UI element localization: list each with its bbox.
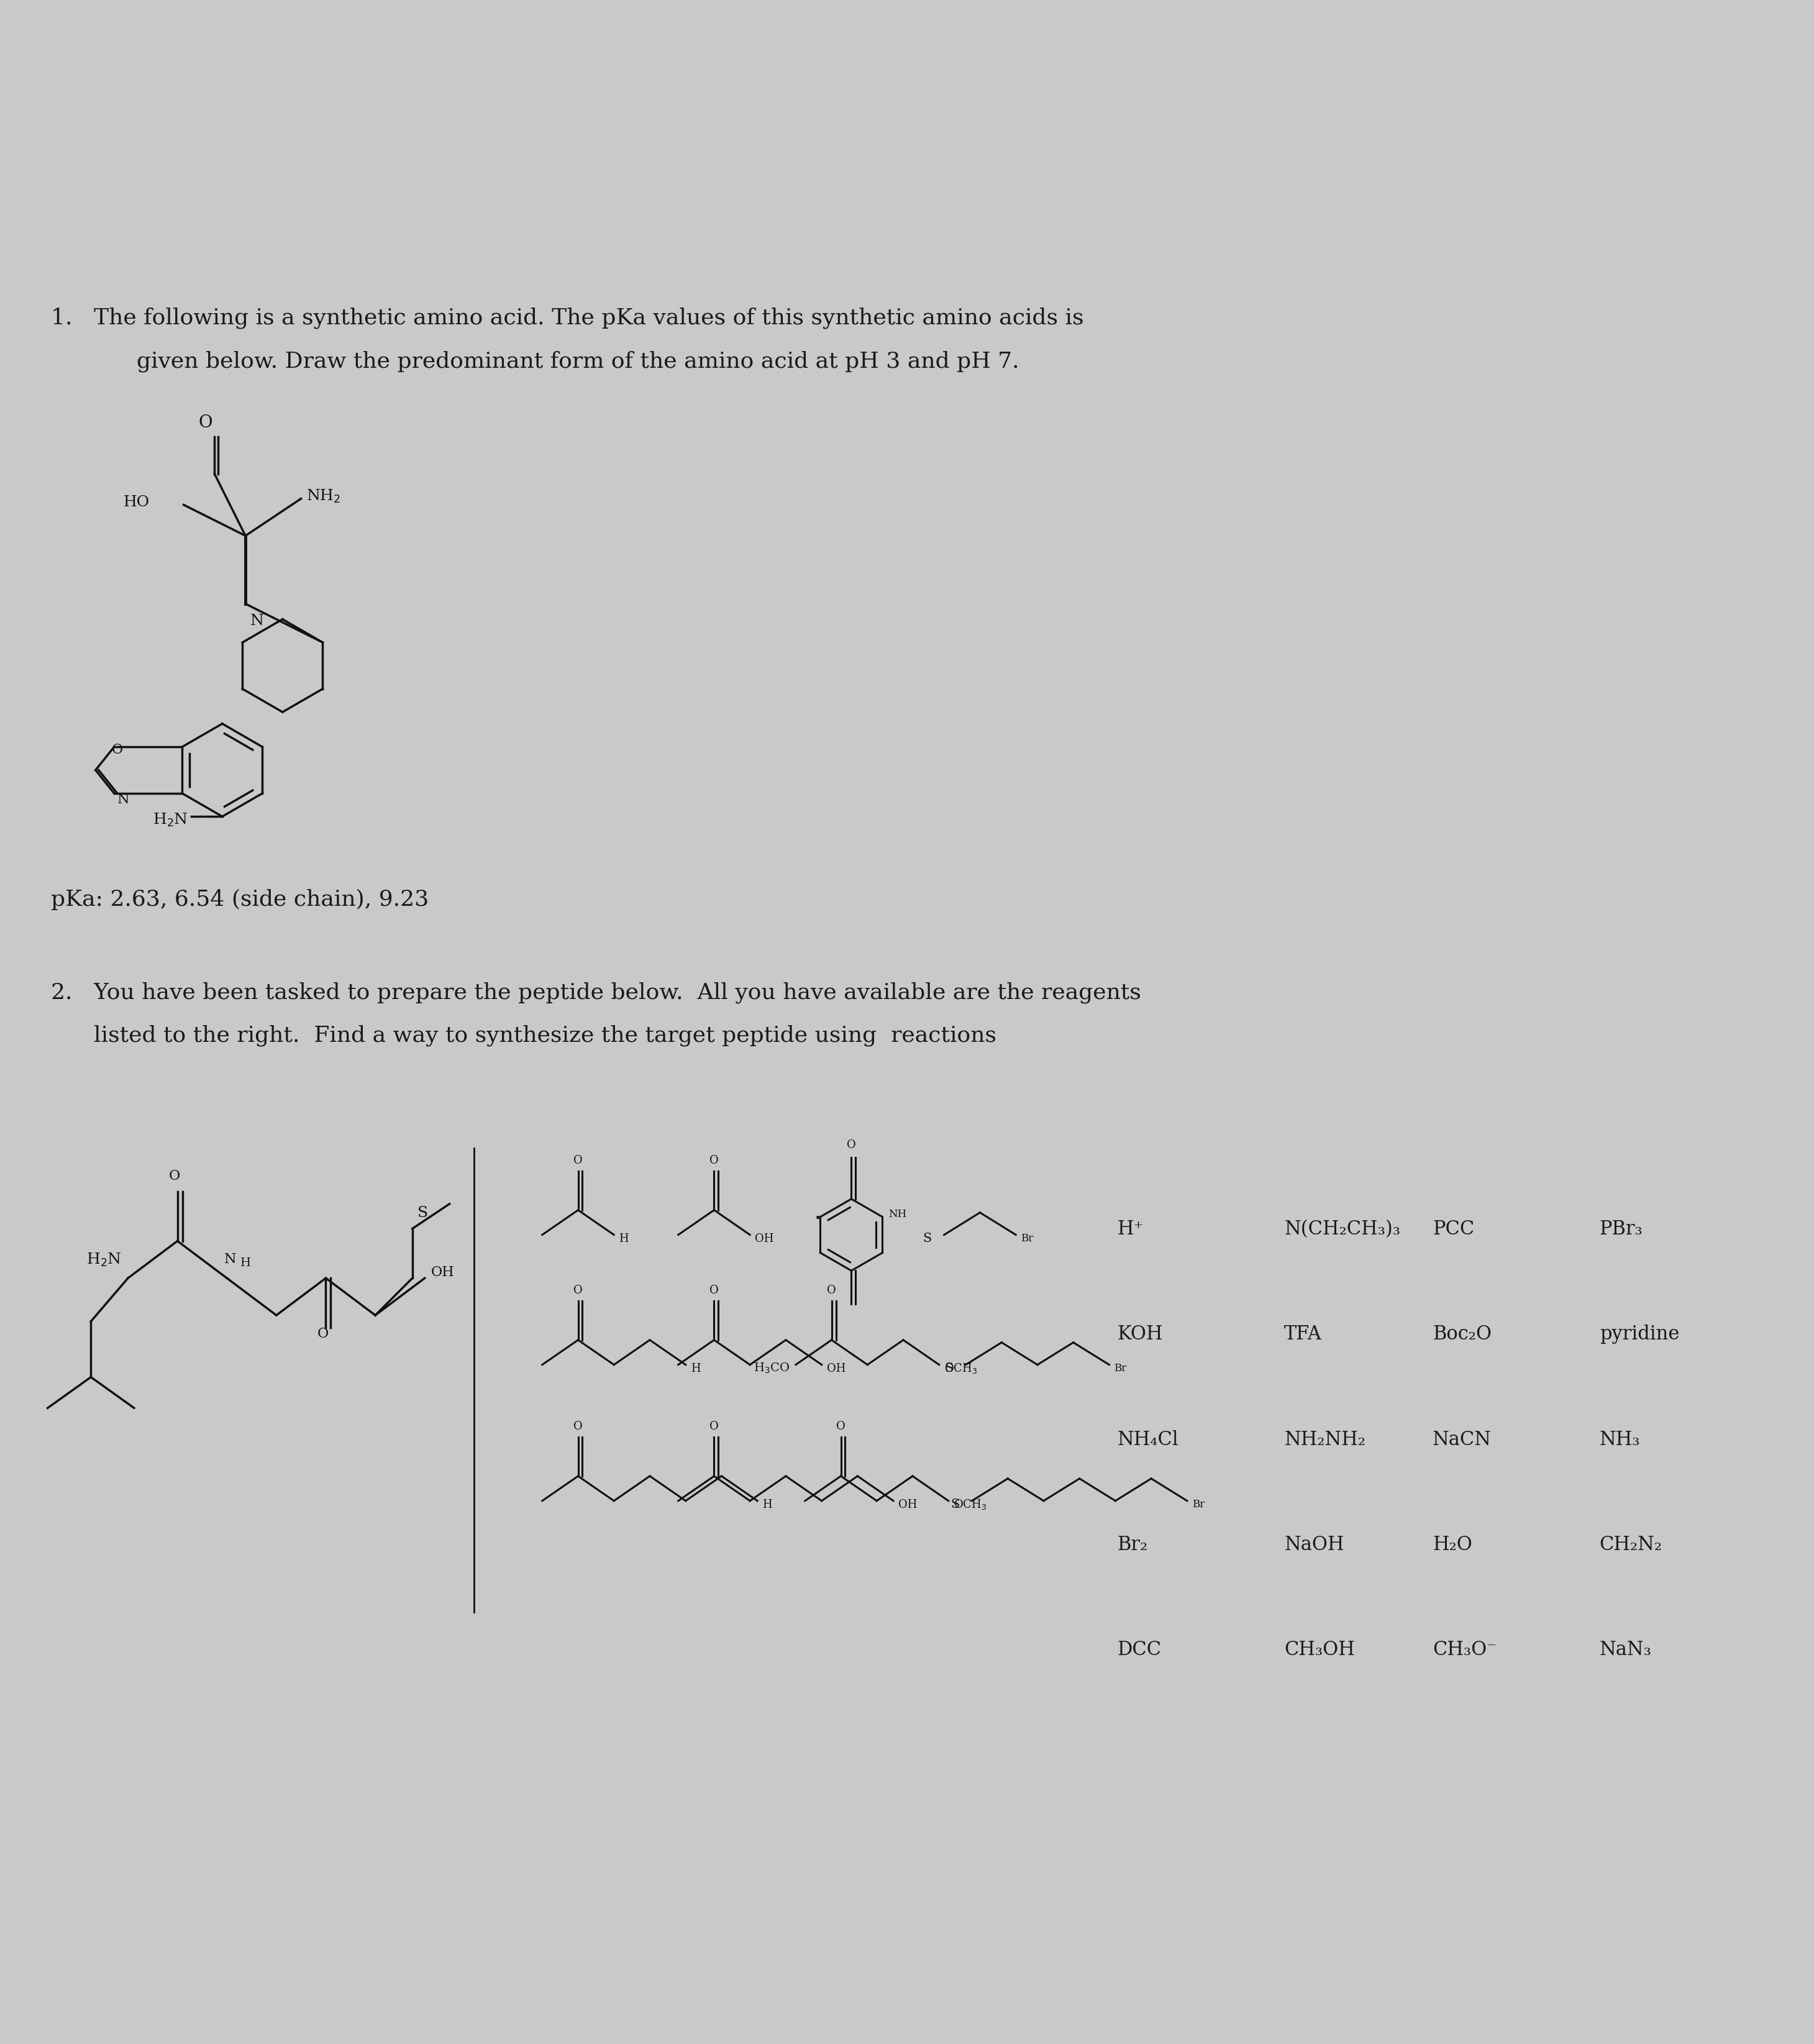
Text: O: O	[573, 1421, 582, 1431]
Text: H: H	[619, 1233, 629, 1243]
Text: O: O	[111, 742, 123, 756]
Text: H₂O: H₂O	[1433, 1535, 1473, 1553]
Text: ·: ·	[813, 1206, 822, 1230]
Text: O: O	[709, 1421, 718, 1431]
Text: PCC: PCC	[1433, 1220, 1475, 1239]
Text: H⁺: H⁺	[1117, 1220, 1143, 1239]
Text: NH₄Cl: NH₄Cl	[1117, 1429, 1179, 1449]
Text: O: O	[317, 1327, 328, 1341]
Text: OH: OH	[827, 1363, 845, 1374]
Text: Boc₂O: Boc₂O	[1433, 1325, 1491, 1343]
Text: pyridine: pyridine	[1600, 1325, 1680, 1343]
Text: pKa: 2.63, 6.54 (side chain), 9.23: pKa: 2.63, 6.54 (side chain), 9.23	[51, 889, 428, 910]
Text: S: S	[417, 1206, 428, 1220]
Text: KOH: KOH	[1117, 1325, 1163, 1343]
Text: O: O	[827, 1284, 836, 1296]
Text: OH: OH	[755, 1233, 775, 1243]
Text: PBr₃: PBr₃	[1600, 1220, 1643, 1239]
Text: listed to the right.  Find a way to synthesize the target peptide using  reactio: listed to the right. Find a way to synth…	[51, 1024, 996, 1047]
Text: O: O	[573, 1284, 582, 1296]
Text: DCC: DCC	[1117, 1639, 1161, 1660]
Text: O: O	[198, 415, 212, 431]
Text: S: S	[945, 1361, 954, 1374]
Text: H$_3$CO: H$_3$CO	[753, 1361, 789, 1376]
Text: Br: Br	[1114, 1363, 1126, 1374]
Text: HO: HO	[123, 495, 149, 509]
Text: NH₃: NH₃	[1600, 1429, 1640, 1449]
Text: given below. Draw the predominant form of the amino acid at pH 3 and pH 7.: given below. Draw the predominant form o…	[51, 352, 1019, 372]
Text: O: O	[709, 1155, 718, 1165]
Text: N(CH₂CH₃)₃: N(CH₂CH₃)₃	[1284, 1220, 1400, 1239]
Text: H: H	[691, 1363, 700, 1374]
Text: 2.   You have been tasked to prepare the peptide below.  All you have available : 2. You have been tasked to prepare the p…	[51, 981, 1141, 1004]
Text: NH: NH	[889, 1208, 907, 1220]
Text: NaCN: NaCN	[1433, 1429, 1491, 1449]
Text: NH$_2$: NH$_2$	[307, 489, 341, 505]
Text: 1.   The following is a synthetic amino acid. The pKa values of this synthetic a: 1. The following is a synthetic amino ac…	[51, 307, 1083, 329]
Text: NH₂NH₂: NH₂NH₂	[1284, 1429, 1366, 1449]
Text: Br: Br	[1192, 1498, 1204, 1508]
Text: TFA: TFA	[1284, 1325, 1322, 1343]
Text: O: O	[709, 1284, 718, 1296]
Text: Br: Br	[1021, 1233, 1034, 1243]
Text: H$_2$N: H$_2$N	[152, 811, 189, 828]
Text: OH: OH	[898, 1498, 918, 1511]
Text: S: S	[951, 1498, 960, 1511]
Text: OCH$_3$: OCH$_3$	[954, 1498, 987, 1511]
Text: O: O	[847, 1139, 856, 1151]
Text: CH₃O⁻: CH₃O⁻	[1433, 1639, 1497, 1660]
Text: NaN₃: NaN₃	[1600, 1639, 1651, 1660]
Text: H$_2$N: H$_2$N	[87, 1251, 122, 1267]
Text: O: O	[573, 1155, 582, 1165]
Text: OH: OH	[432, 1265, 454, 1280]
Text: N: N	[118, 793, 129, 805]
Text: NaOH: NaOH	[1284, 1535, 1344, 1553]
Text: CH₃OH: CH₃OH	[1284, 1639, 1355, 1660]
Text: CH₂N₂: CH₂N₂	[1600, 1535, 1662, 1553]
Text: O: O	[169, 1169, 180, 1183]
Text: O: O	[836, 1421, 845, 1431]
Text: S: S	[923, 1233, 932, 1245]
Text: OCH$_3$: OCH$_3$	[943, 1361, 978, 1374]
Text: H: H	[241, 1257, 250, 1269]
Text: N: N	[250, 613, 265, 628]
Text: H: H	[762, 1498, 773, 1511]
Text: N: N	[223, 1253, 236, 1265]
Text: Br₂: Br₂	[1117, 1535, 1148, 1553]
